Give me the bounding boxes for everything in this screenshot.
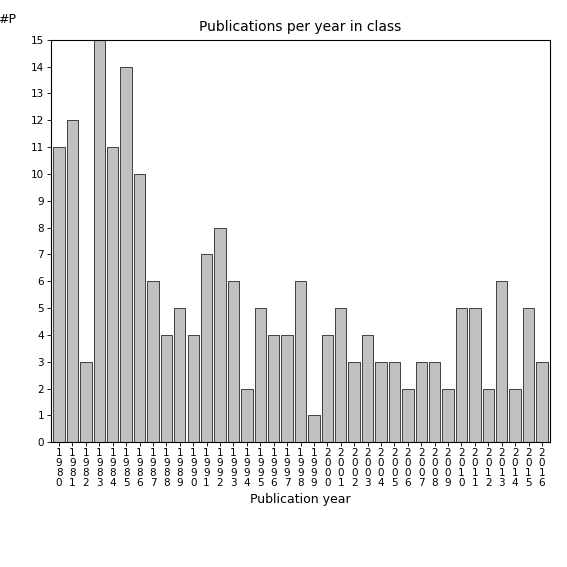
Bar [281,335,293,442]
Bar [174,308,185,442]
Bar [349,362,360,442]
Bar [120,66,132,442]
Bar [201,255,212,442]
Bar [107,147,119,442]
Bar [416,362,427,442]
Bar [134,174,145,442]
X-axis label: Publication year: Publication year [250,493,351,506]
Bar [241,388,252,442]
Bar [228,281,239,442]
Bar [536,362,548,442]
Bar [94,40,105,442]
Bar [160,335,172,442]
Title: Publications per year in class: Publications per year in class [200,20,401,35]
Bar [389,362,400,442]
Bar [429,362,441,442]
Bar [509,388,521,442]
Bar [255,308,266,442]
Bar [523,308,534,442]
Bar [321,335,333,442]
Bar [80,362,92,442]
Bar [442,388,454,442]
Bar [308,416,320,442]
Text: #P: #P [0,13,16,26]
Bar [402,388,413,442]
Bar [147,281,159,442]
Bar [53,147,65,442]
Bar [375,362,387,442]
Bar [362,335,373,442]
Bar [214,227,226,442]
Bar [496,281,507,442]
Bar [456,308,467,442]
Bar [469,308,481,442]
Bar [295,281,306,442]
Bar [483,388,494,442]
Bar [335,308,346,442]
Bar [67,120,78,442]
Bar [268,335,280,442]
Bar [188,335,199,442]
